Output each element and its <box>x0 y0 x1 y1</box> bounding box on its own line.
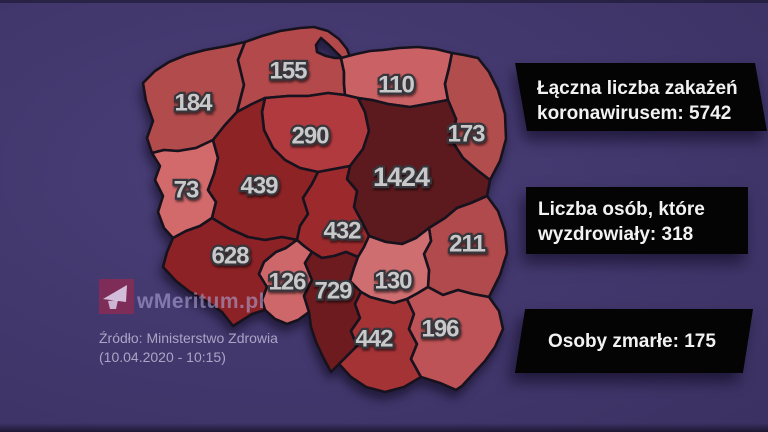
region-value-label-r08: 1424 <box>373 162 430 192</box>
region-value-label-r14: 130 <box>374 268 412 295</box>
map-region-r16 <box>405 285 505 392</box>
infobox-recovered: Liczba osób, które wyzdrowiały: 318 <box>526 187 748 254</box>
region-value-label-r15: 442 <box>355 326 393 353</box>
region-value-label-r06: 73 <box>174 177 199 204</box>
map-labels-group: 184 155 110 173 290 73 439 1424 432 211 628 126 729 1… <box>171 55 488 354</box>
region-value-label-r04: 173 <box>447 121 485 148</box>
total-infections-line-2: koronawirusem: 5742 <box>537 103 732 124</box>
total-infections-line-1: Łączna liczba zakażeń <box>537 78 738 99</box>
region-value-label-r09: 432 <box>323 218 361 245</box>
region-value-label-r01: 184 <box>174 90 213 117</box>
infobox-deaths: Osoby zmarłe: 175 <box>514 309 754 373</box>
watermark-brand-text: wMeritum.pl <box>137 290 266 313</box>
source-line-2: (10.04.2020 - 10:15) <box>99 349 226 365</box>
region-value-label-r03: 110 <box>378 72 414 99</box>
region-value-label-r12: 126 <box>268 269 306 296</box>
region-value-label-r05: 290 <box>291 123 329 150</box>
map-region-r15 <box>337 290 423 394</box>
source-attribution: Źródło: Ministerstwo Zdrowia (10.04.2020… <box>99 329 278 367</box>
source-line-1: Źródło: Ministerstwo Zdrowia <box>99 330 278 346</box>
region-value-label-r13: 729 <box>314 278 352 305</box>
watermark: wMeritum.pl <box>99 279 265 314</box>
top-edge-shade <box>0 0 768 3</box>
region-value-label-r11: 628 <box>211 243 249 270</box>
region-value-label-r10: 211 <box>449 231 485 258</box>
megaphone-icon <box>103 285 127 309</box>
recovered-line-1: Liczba osób, które <box>538 199 705 220</box>
watermark-logo-square <box>99 279 134 314</box>
deaths-line-1: Osoby zmarłe: 175 <box>548 331 716 352</box>
region-value-label-r02: 155 <box>269 58 307 85</box>
map-regions-group <box>141 25 509 394</box>
recovered-line-2: wyzdrowiały: 318 <box>538 224 694 245</box>
infobox-total-infections: Łączna liczba zakażeń koronawirusem: 574… <box>515 63 767 131</box>
bottom-edge-shade <box>0 423 768 432</box>
region-value-label-r16: 196 <box>421 316 459 343</box>
region-value-label-r07: 439 <box>240 173 278 200</box>
